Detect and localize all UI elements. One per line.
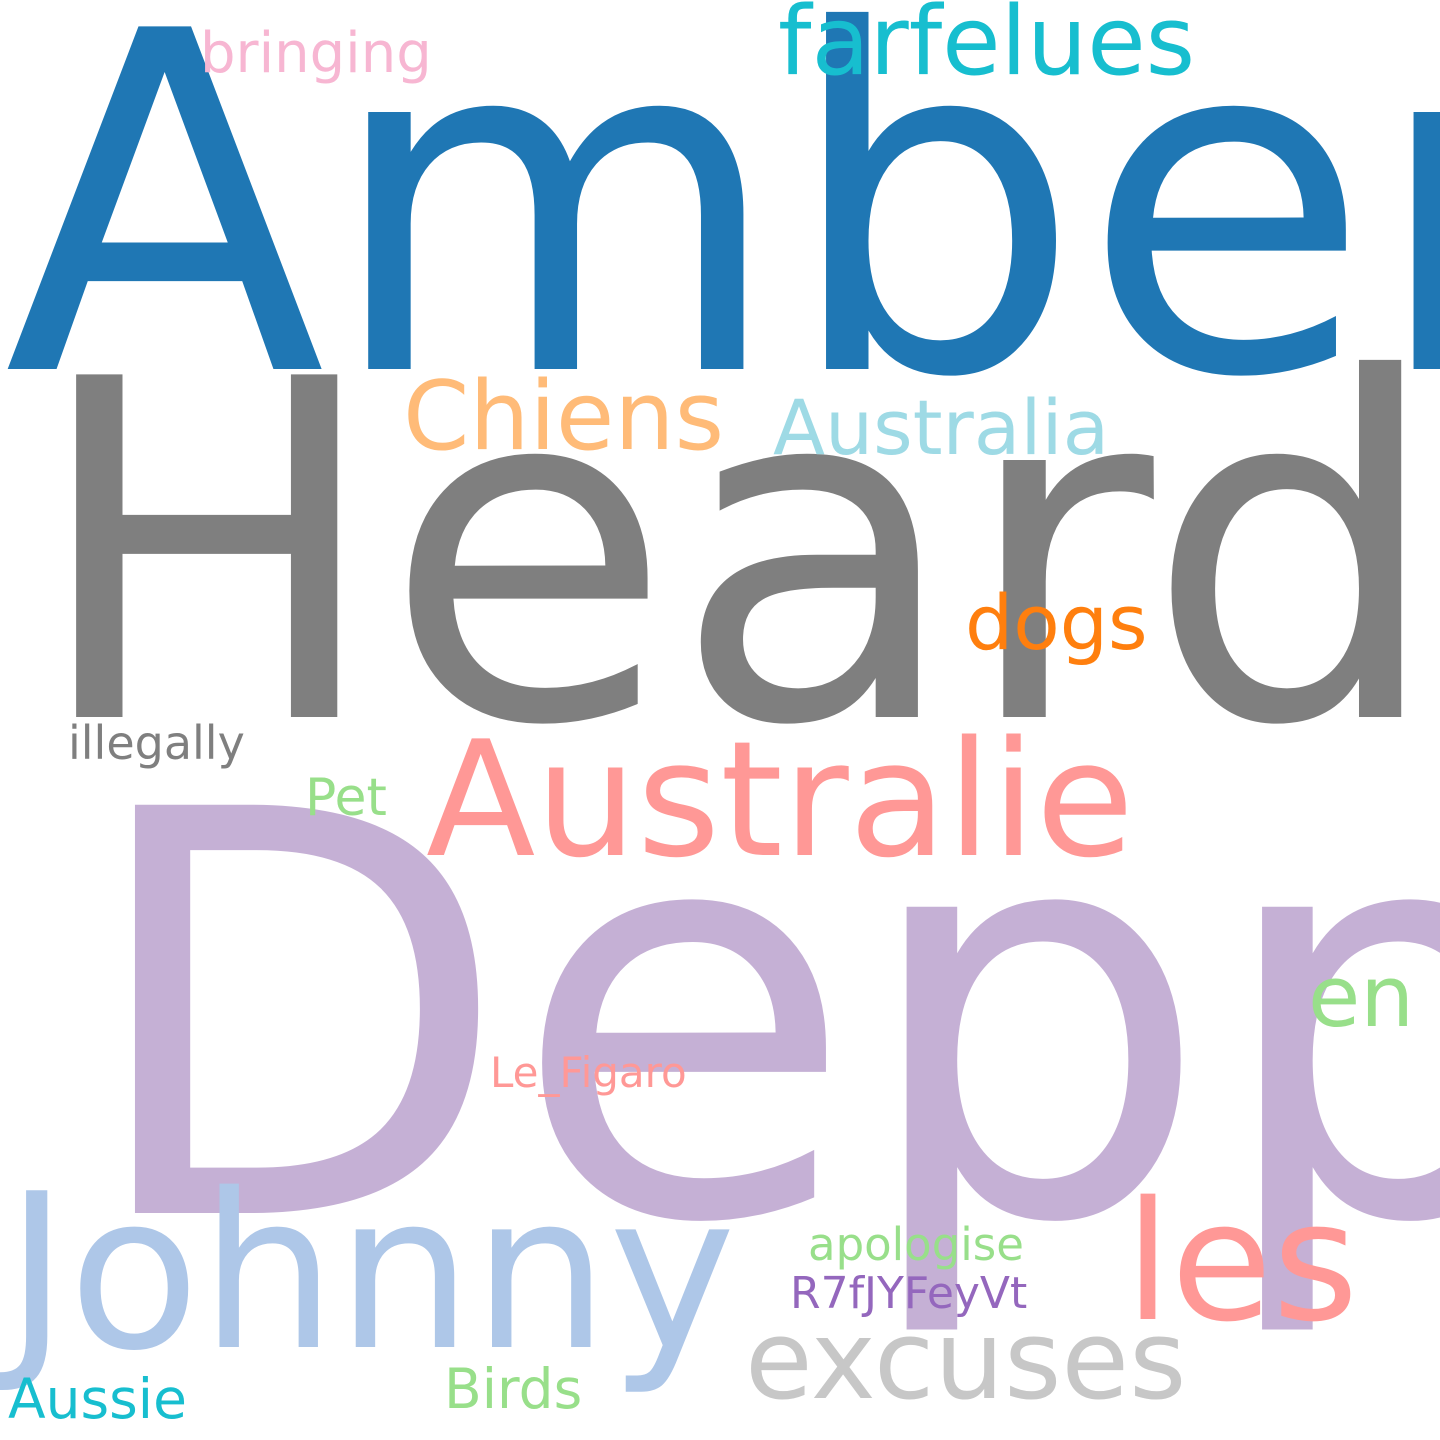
word-bringing: bringing xyxy=(200,21,432,86)
word-dogs: dogs xyxy=(965,578,1148,667)
word-le-figaro: Le_Figaro xyxy=(490,1048,687,1097)
word-les: les xyxy=(1125,1166,1359,1358)
word-r7fjyfeyvt: R7fJYFeyVt xyxy=(790,1268,1028,1319)
word-excuses: excuses xyxy=(745,1296,1187,1424)
word-en: en xyxy=(1308,948,1415,1047)
word-aussie: Aussie xyxy=(8,1367,187,1431)
word-illegally: illegally xyxy=(68,716,245,770)
word-australie: Australie xyxy=(426,706,1135,893)
word-chiens: Chiens xyxy=(403,362,725,472)
word-australia: Australia xyxy=(773,383,1110,472)
word-birds: Birds xyxy=(444,1357,583,1421)
word-depp: Depp xyxy=(80,694,1440,1346)
word-apologise: apologise xyxy=(808,1218,1024,1271)
word-amber: Amber xyxy=(4,0,1440,480)
word-pet: Pet xyxy=(305,768,387,828)
word-johnny: Johnny xyxy=(5,1147,736,1398)
word-farfelues: farfelues xyxy=(778,0,1196,97)
word-heard: Heard xyxy=(30,281,1440,828)
